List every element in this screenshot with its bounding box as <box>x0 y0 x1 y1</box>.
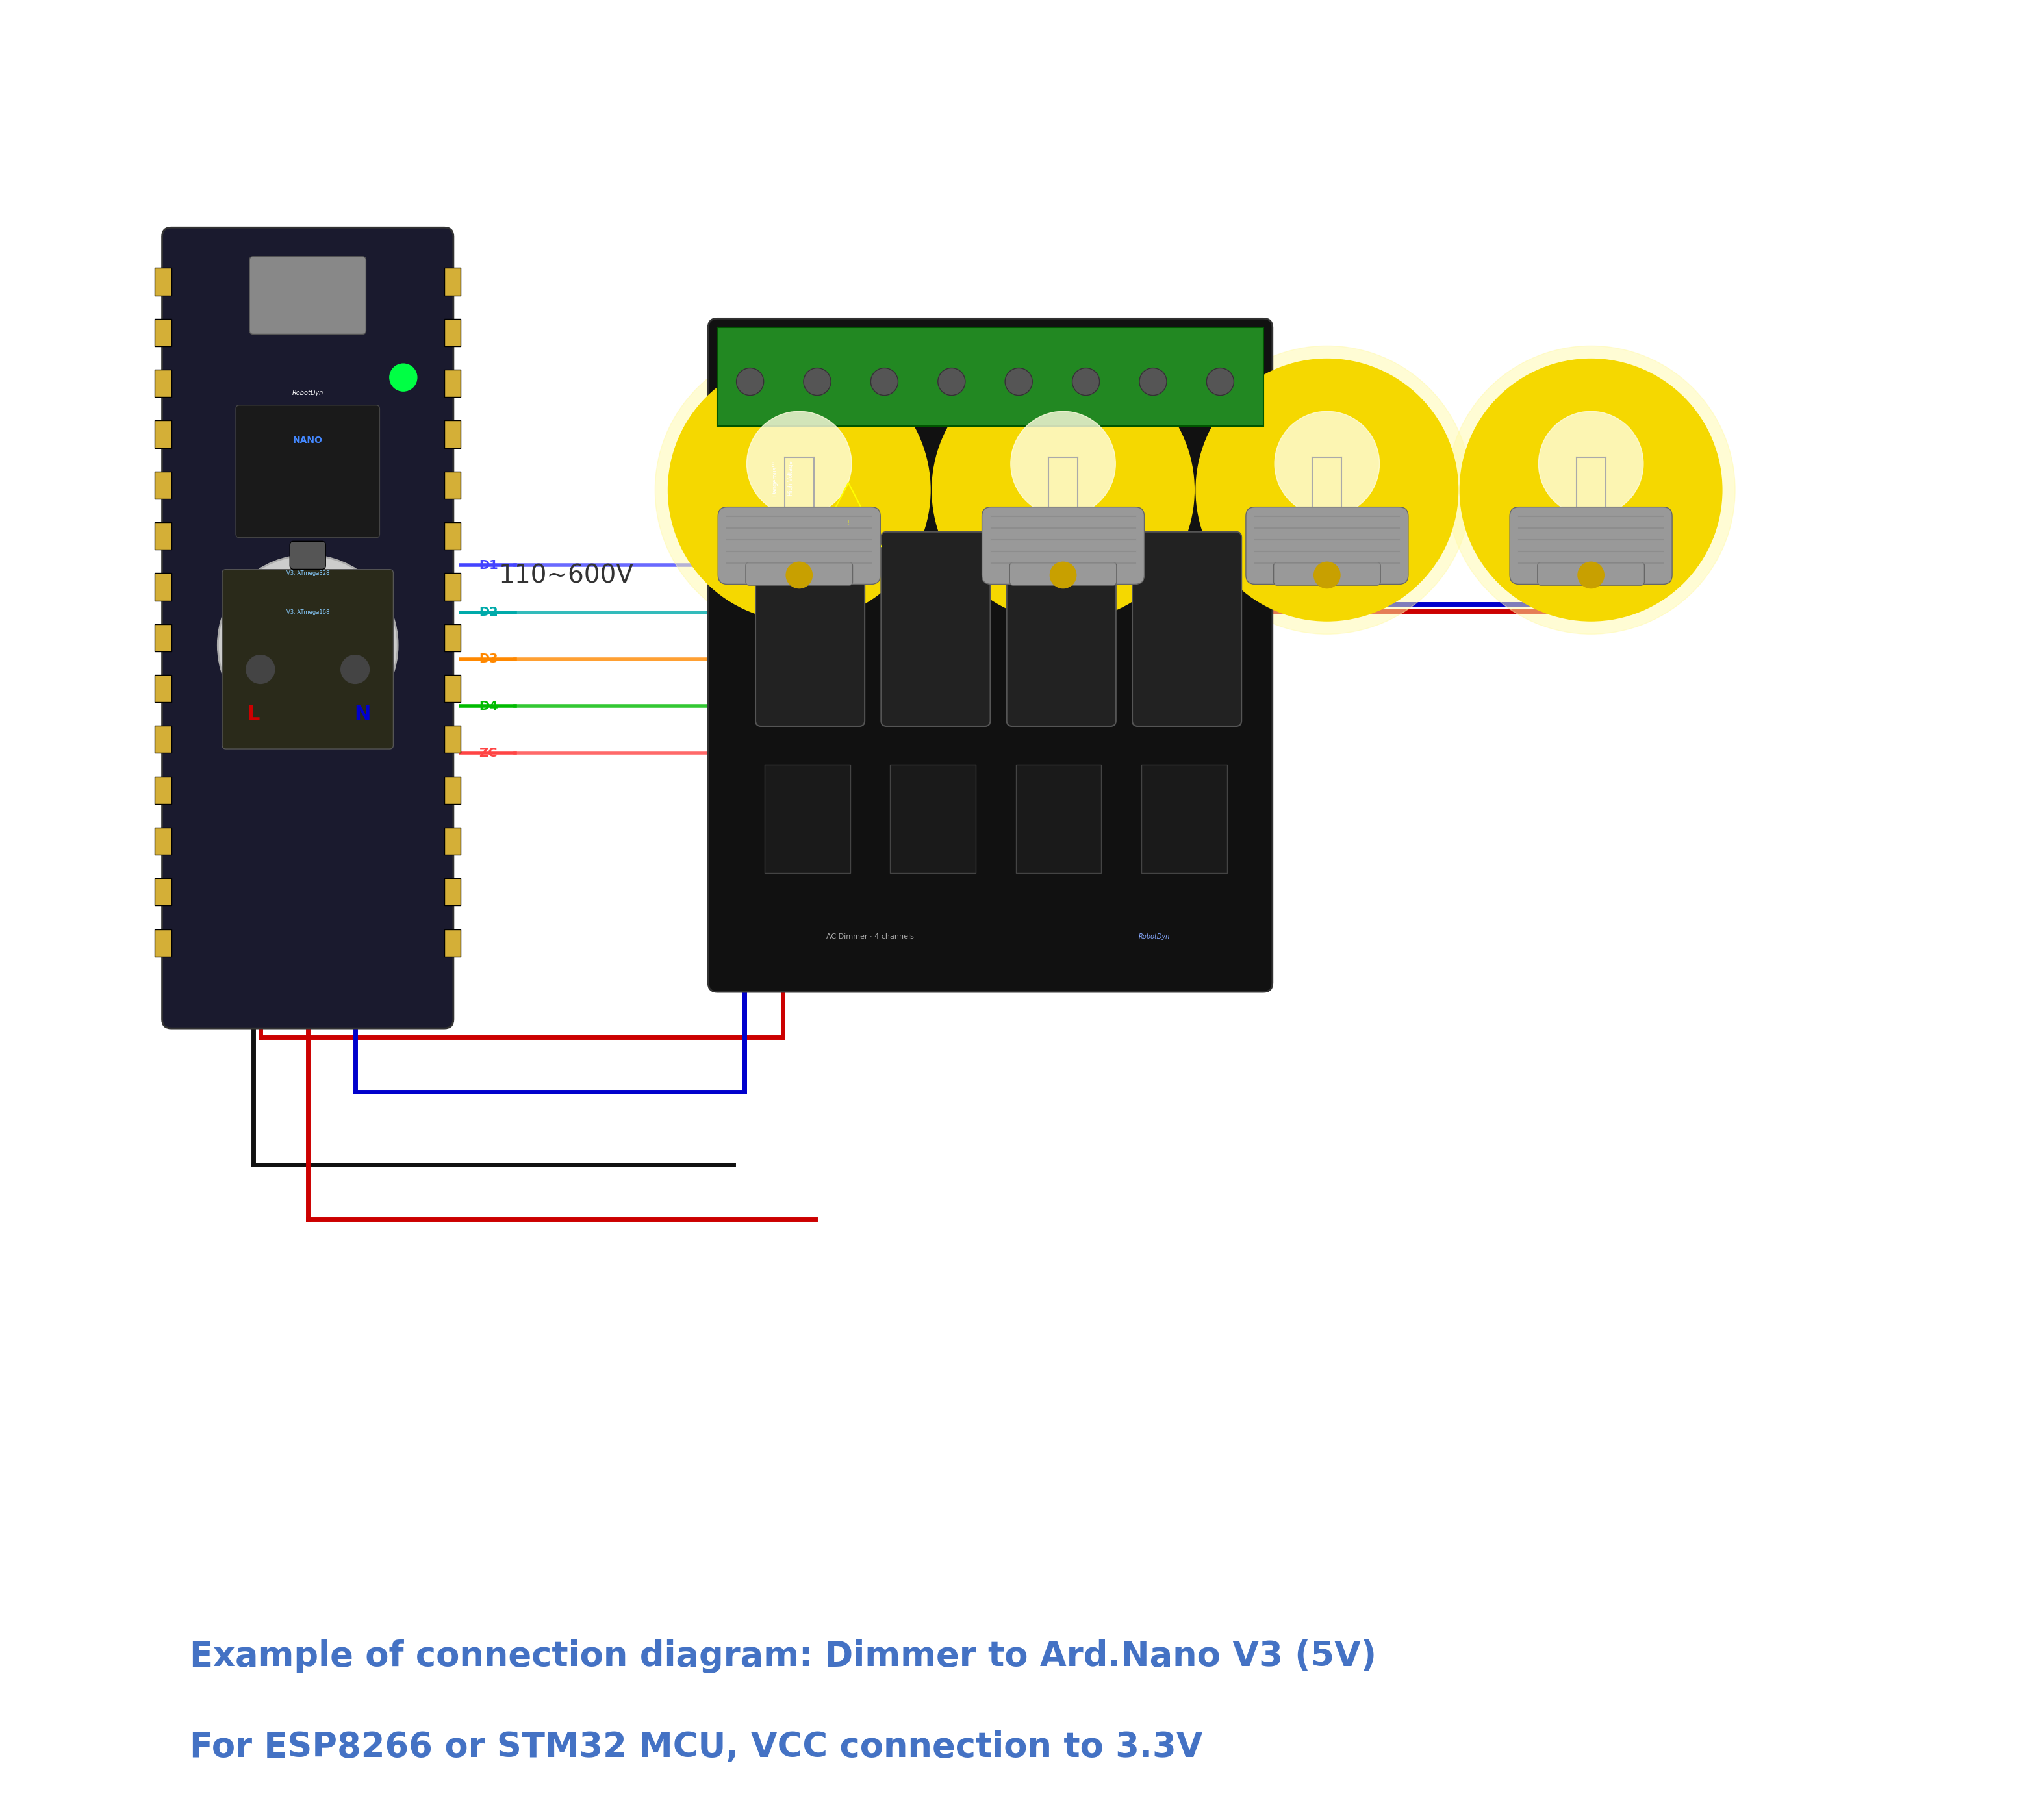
FancyBboxPatch shape <box>155 777 171 804</box>
FancyBboxPatch shape <box>155 573 171 601</box>
Text: RobotDyn: RobotDyn <box>1138 934 1170 941</box>
Text: AC Dimmer · 4 channels: AC Dimmer · 4 channels <box>827 934 914 941</box>
FancyBboxPatch shape <box>718 508 879 584</box>
Text: N: N <box>353 704 371 724</box>
Text: V3. ATmega328: V3. ATmega328 <box>286 570 329 577</box>
FancyBboxPatch shape <box>444 624 460 652</box>
FancyBboxPatch shape <box>1247 508 1408 584</box>
Text: D4: D4 <box>478 701 498 712</box>
Circle shape <box>1206 368 1234 395</box>
Circle shape <box>1182 346 1470 633</box>
FancyBboxPatch shape <box>155 268 171 295</box>
Circle shape <box>389 364 418 391</box>
FancyBboxPatch shape <box>764 764 849 874</box>
Text: ZC: ZC <box>478 746 498 759</box>
Circle shape <box>246 655 274 684</box>
Circle shape <box>656 346 944 633</box>
Text: D3: D3 <box>478 653 498 666</box>
FancyBboxPatch shape <box>1273 562 1380 586</box>
Circle shape <box>1275 411 1380 517</box>
Circle shape <box>787 562 813 588</box>
Circle shape <box>341 655 369 684</box>
FancyBboxPatch shape <box>236 406 379 537</box>
FancyBboxPatch shape <box>167 433 448 823</box>
Circle shape <box>1446 346 1735 633</box>
Text: D2: D2 <box>478 606 498 619</box>
Circle shape <box>938 368 966 395</box>
Circle shape <box>1140 368 1166 395</box>
FancyBboxPatch shape <box>155 471 171 499</box>
Circle shape <box>920 346 1208 633</box>
FancyBboxPatch shape <box>889 764 976 874</box>
FancyBboxPatch shape <box>155 420 171 448</box>
FancyBboxPatch shape <box>155 522 171 550</box>
FancyBboxPatch shape <box>444 573 460 601</box>
FancyBboxPatch shape <box>155 879 171 906</box>
Circle shape <box>1196 359 1458 621</box>
Circle shape <box>1539 411 1644 517</box>
FancyBboxPatch shape <box>444 268 460 295</box>
FancyBboxPatch shape <box>444 930 460 957</box>
Circle shape <box>218 555 397 735</box>
FancyBboxPatch shape <box>222 570 393 750</box>
Text: High Voltage: High Voltage <box>789 460 795 495</box>
Circle shape <box>1051 562 1077 588</box>
FancyBboxPatch shape <box>444 471 460 499</box>
FancyBboxPatch shape <box>1511 508 1672 584</box>
Circle shape <box>736 368 764 395</box>
FancyBboxPatch shape <box>155 930 171 957</box>
Circle shape <box>803 368 831 395</box>
FancyBboxPatch shape <box>444 318 460 346</box>
FancyBboxPatch shape <box>444 675 460 703</box>
FancyBboxPatch shape <box>444 879 460 906</box>
Text: 110~600V: 110~600V <box>498 564 633 588</box>
FancyBboxPatch shape <box>155 369 171 397</box>
Circle shape <box>871 368 898 395</box>
Text: V3. ATmega168: V3. ATmega168 <box>286 610 329 615</box>
Text: L: L <box>246 704 260 724</box>
Text: For ESP8266 or STM32 MCU, VCC connection to 3.3V: For ESP8266 or STM32 MCU, VCC connection… <box>190 1731 1202 1764</box>
FancyBboxPatch shape <box>290 541 325 570</box>
Circle shape <box>1011 411 1115 517</box>
Circle shape <box>1073 368 1099 395</box>
FancyBboxPatch shape <box>444 369 460 397</box>
Circle shape <box>1004 368 1033 395</box>
FancyBboxPatch shape <box>444 777 460 804</box>
FancyBboxPatch shape <box>444 726 460 753</box>
Circle shape <box>668 359 930 621</box>
FancyBboxPatch shape <box>718 328 1263 426</box>
FancyBboxPatch shape <box>444 522 460 550</box>
Circle shape <box>1460 359 1723 621</box>
FancyBboxPatch shape <box>881 531 990 726</box>
Text: Dangerous!!!: Dangerous!!! <box>773 460 779 497</box>
FancyBboxPatch shape <box>250 257 365 335</box>
FancyBboxPatch shape <box>1017 764 1101 874</box>
FancyBboxPatch shape <box>746 562 853 586</box>
Text: D1: D1 <box>478 559 498 571</box>
Text: NANO: NANO <box>292 435 323 444</box>
Circle shape <box>746 411 851 517</box>
FancyBboxPatch shape <box>155 726 171 753</box>
FancyBboxPatch shape <box>155 624 171 652</box>
Circle shape <box>1577 562 1604 588</box>
FancyBboxPatch shape <box>161 227 454 1028</box>
Circle shape <box>932 359 1194 621</box>
FancyBboxPatch shape <box>1537 562 1644 586</box>
FancyBboxPatch shape <box>756 531 865 726</box>
FancyBboxPatch shape <box>708 318 1273 992</box>
Text: RobotDyn: RobotDyn <box>292 389 323 397</box>
FancyBboxPatch shape <box>1132 531 1242 726</box>
FancyBboxPatch shape <box>444 420 460 448</box>
Text: Example of connection diagram: Dimmer to Ard.Nano V3 (5V): Example of connection diagram: Dimmer to… <box>190 1640 1376 1673</box>
FancyBboxPatch shape <box>1006 531 1115 726</box>
FancyBboxPatch shape <box>1011 562 1117 586</box>
FancyBboxPatch shape <box>1142 764 1226 874</box>
FancyBboxPatch shape <box>982 508 1144 584</box>
FancyBboxPatch shape <box>155 675 171 703</box>
Circle shape <box>1313 562 1339 588</box>
FancyBboxPatch shape <box>155 828 171 855</box>
FancyBboxPatch shape <box>444 828 460 855</box>
FancyBboxPatch shape <box>155 318 171 346</box>
Text: !: ! <box>847 519 849 526</box>
